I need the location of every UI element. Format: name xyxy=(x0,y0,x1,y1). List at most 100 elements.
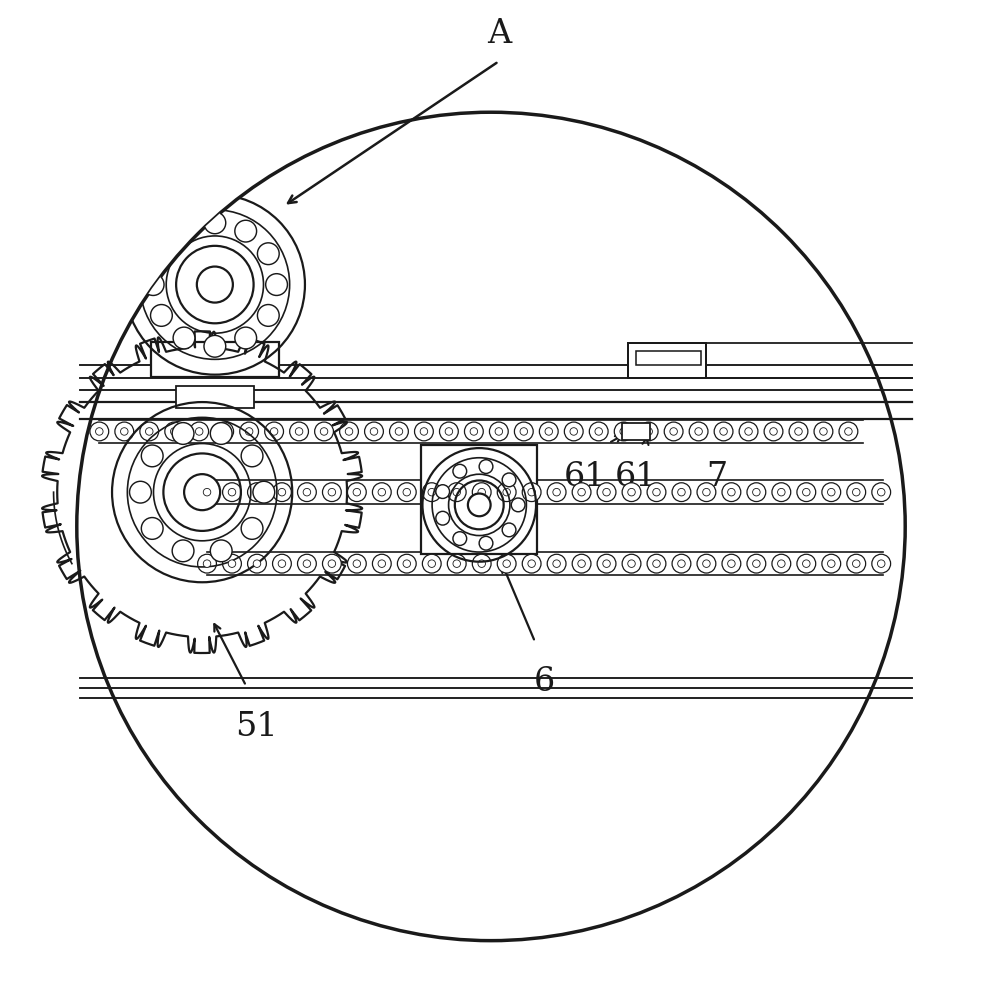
Circle shape xyxy=(436,485,450,498)
Circle shape xyxy=(502,523,516,537)
Circle shape xyxy=(77,112,905,941)
Circle shape xyxy=(522,554,541,573)
Circle shape xyxy=(695,428,702,435)
Circle shape xyxy=(348,554,366,573)
Circle shape xyxy=(627,560,635,567)
Circle shape xyxy=(414,422,433,441)
Circle shape xyxy=(448,554,466,573)
Circle shape xyxy=(678,488,685,496)
Circle shape xyxy=(235,327,256,349)
Circle shape xyxy=(210,540,232,562)
Circle shape xyxy=(270,428,278,435)
Circle shape xyxy=(141,518,163,539)
Circle shape xyxy=(589,422,608,441)
Circle shape xyxy=(298,483,316,502)
Circle shape xyxy=(872,554,891,573)
Circle shape xyxy=(223,483,242,502)
Circle shape xyxy=(722,483,740,502)
Circle shape xyxy=(115,422,134,441)
Circle shape xyxy=(703,560,710,567)
Bar xyxy=(623,423,650,440)
Circle shape xyxy=(852,560,860,567)
Circle shape xyxy=(203,560,211,567)
Circle shape xyxy=(802,560,810,567)
Circle shape xyxy=(320,428,328,435)
Circle shape xyxy=(878,560,885,567)
Circle shape xyxy=(545,428,553,435)
Circle shape xyxy=(354,560,360,567)
Circle shape xyxy=(772,483,791,502)
Circle shape xyxy=(190,422,208,441)
Circle shape xyxy=(197,483,216,502)
Circle shape xyxy=(428,560,436,567)
Circle shape xyxy=(577,488,585,496)
Circle shape xyxy=(303,560,310,567)
Circle shape xyxy=(772,554,791,573)
Circle shape xyxy=(503,560,511,567)
Circle shape xyxy=(764,422,783,441)
Circle shape xyxy=(403,560,410,567)
Circle shape xyxy=(328,560,336,567)
Circle shape xyxy=(678,560,685,567)
Circle shape xyxy=(173,220,194,242)
Circle shape xyxy=(512,498,525,512)
Circle shape xyxy=(390,422,409,441)
Circle shape xyxy=(257,243,279,265)
Circle shape xyxy=(752,560,760,567)
Circle shape xyxy=(141,445,163,467)
Circle shape xyxy=(697,554,716,573)
Circle shape xyxy=(322,483,342,502)
Circle shape xyxy=(278,488,286,496)
Circle shape xyxy=(95,428,103,435)
Circle shape xyxy=(378,488,386,496)
Circle shape xyxy=(453,488,461,496)
Circle shape xyxy=(547,483,566,502)
Circle shape xyxy=(620,428,627,435)
Circle shape xyxy=(197,554,216,573)
Circle shape xyxy=(145,428,153,435)
Circle shape xyxy=(196,267,233,303)
Circle shape xyxy=(528,488,535,496)
Circle shape xyxy=(253,560,261,567)
Circle shape xyxy=(464,422,483,441)
Circle shape xyxy=(378,560,386,567)
Circle shape xyxy=(647,483,666,502)
Circle shape xyxy=(478,488,485,496)
Circle shape xyxy=(828,560,835,567)
Circle shape xyxy=(470,428,477,435)
Circle shape xyxy=(139,422,159,441)
Circle shape xyxy=(747,554,766,573)
Circle shape xyxy=(472,483,491,502)
Circle shape xyxy=(770,428,778,435)
Circle shape xyxy=(314,422,334,441)
Circle shape xyxy=(422,483,441,502)
Circle shape xyxy=(290,422,308,441)
Circle shape xyxy=(246,428,253,435)
Text: A: A xyxy=(487,18,511,50)
Circle shape xyxy=(228,560,236,567)
Circle shape xyxy=(322,554,342,573)
Circle shape xyxy=(348,483,366,502)
Circle shape xyxy=(150,243,172,265)
Circle shape xyxy=(597,483,616,502)
Circle shape xyxy=(502,473,516,487)
Circle shape xyxy=(370,428,378,435)
Circle shape xyxy=(553,488,561,496)
Circle shape xyxy=(215,422,234,441)
Circle shape xyxy=(752,488,760,496)
Circle shape xyxy=(672,483,691,502)
Circle shape xyxy=(822,554,841,573)
Text: 7: 7 xyxy=(706,461,728,493)
Circle shape xyxy=(623,554,641,573)
Circle shape xyxy=(346,428,353,435)
Circle shape xyxy=(539,422,558,441)
Circle shape xyxy=(828,488,835,496)
Circle shape xyxy=(845,428,852,435)
Circle shape xyxy=(173,327,194,349)
Circle shape xyxy=(436,511,450,525)
Circle shape xyxy=(428,488,436,496)
Circle shape xyxy=(495,428,503,435)
Circle shape xyxy=(722,554,740,573)
Text: 51: 51 xyxy=(235,711,277,743)
Circle shape xyxy=(453,464,466,478)
